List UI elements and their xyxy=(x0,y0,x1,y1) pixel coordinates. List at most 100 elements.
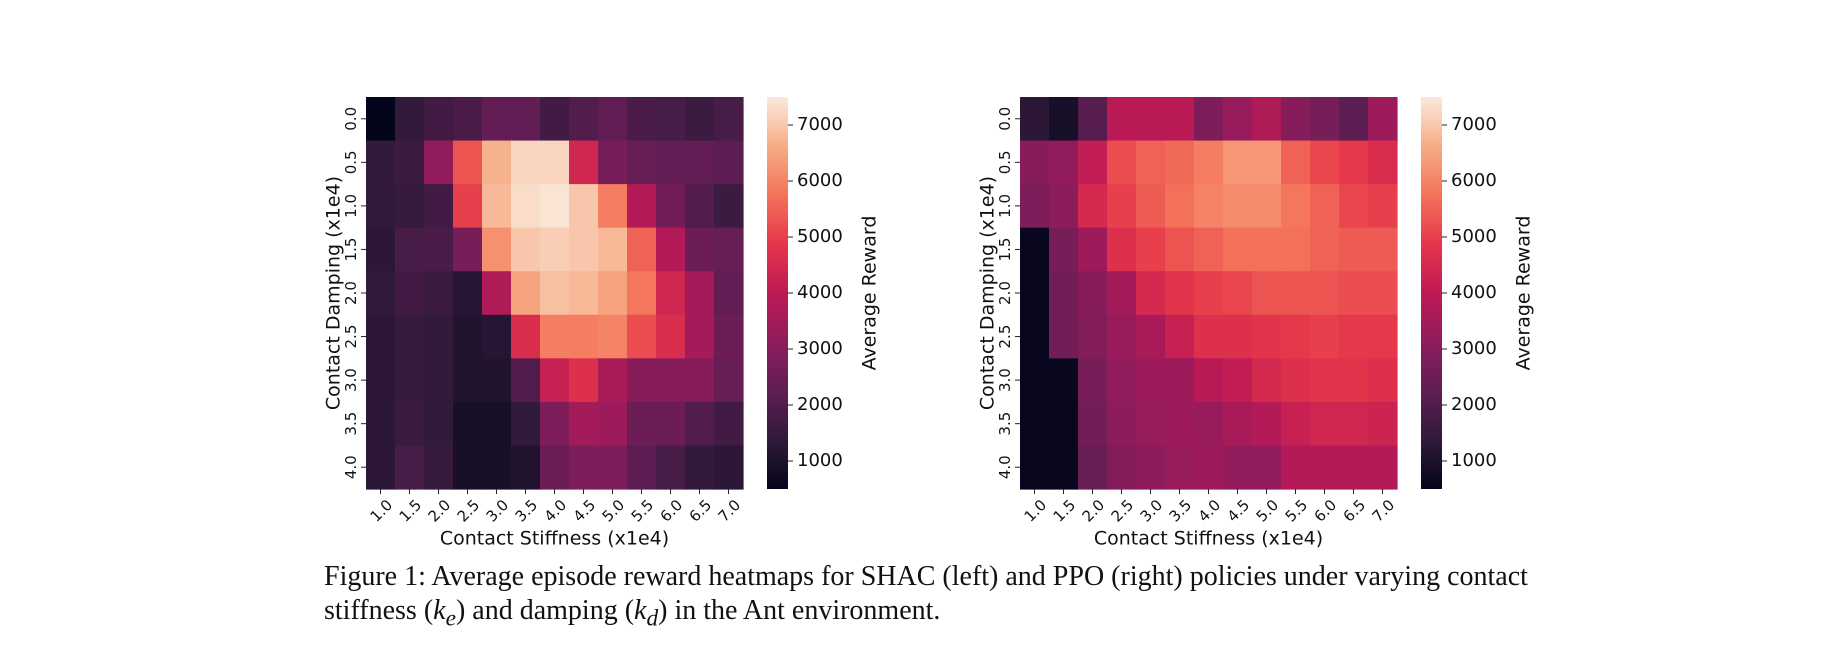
heatmap-cell xyxy=(714,314,744,359)
heatmap-cell xyxy=(627,271,657,316)
heatmap-cell xyxy=(511,445,541,490)
heatmap-cell xyxy=(1310,184,1340,229)
heatmap-cell xyxy=(366,227,396,272)
heatmap-cell xyxy=(1281,445,1311,490)
heatmap-cell xyxy=(511,358,541,403)
heatmap-cell xyxy=(1020,184,1050,229)
colorbar-tick-label: 5000 xyxy=(1451,226,1497,247)
x-tick-label: 7.0 xyxy=(715,496,745,526)
heatmap-cell xyxy=(685,271,715,316)
y-axis-label: Contact Damping (x1e4) xyxy=(323,176,345,410)
heatmap-cell xyxy=(1020,401,1050,447)
heatmap-cell xyxy=(366,271,396,316)
heatmap-cell xyxy=(511,271,541,316)
heatmap-cell xyxy=(685,184,715,229)
x-tick-label: 1.0 xyxy=(367,496,397,526)
colorbar-label: Average Reward xyxy=(1513,216,1535,371)
caption-text-3: ) in the Ant environment. xyxy=(658,595,941,626)
heatmap-cell xyxy=(1368,227,1398,272)
heatmap-cell xyxy=(1310,401,1340,447)
heatmap-cell xyxy=(395,358,425,403)
heatmap-cell xyxy=(482,140,512,185)
caption-kd-symbol: kd xyxy=(634,595,659,632)
heatmap-cell xyxy=(1281,227,1311,272)
x-tick-label: 6.0 xyxy=(657,496,687,526)
heatmap-cell xyxy=(656,445,686,490)
heatmap-cell xyxy=(424,445,454,490)
y-tick-label: 3.5 xyxy=(996,412,1014,436)
heatmap-cell xyxy=(685,401,715,447)
heatmap-cell xyxy=(511,401,541,447)
heatmap-cell xyxy=(598,314,628,359)
heatmap-cell xyxy=(1136,314,1166,359)
colorbar-tick-label: 4000 xyxy=(797,282,843,303)
heatmap-cell xyxy=(1194,184,1224,229)
heatmap-cell xyxy=(1078,401,1108,447)
heatmap-cell xyxy=(1165,227,1195,272)
heatmap-cell xyxy=(366,140,396,185)
y-tick-label: 3.0 xyxy=(996,368,1014,392)
x-axis-label: Contact Stiffness (x1e4) xyxy=(1094,528,1323,550)
heatmap-cell xyxy=(395,97,425,142)
heatmap-cell xyxy=(1281,184,1311,229)
heatmap-cell xyxy=(1020,358,1050,403)
colorbar xyxy=(767,97,788,489)
heatmap-cell xyxy=(1107,97,1137,142)
heatmap-cell xyxy=(714,97,744,142)
heatmap-cell xyxy=(482,184,512,229)
heatmap-cell xyxy=(656,140,686,185)
heatmap-cell xyxy=(569,271,599,316)
heatmap-cell xyxy=(366,358,396,403)
y-tick-label: 4.0 xyxy=(342,455,360,479)
heatmap-cell xyxy=(395,184,425,229)
heatmap-cell xyxy=(598,97,628,142)
colorbar-tick-label: 2000 xyxy=(797,394,843,415)
heatmap-cell xyxy=(1165,314,1195,359)
heatmap-cell xyxy=(1223,401,1253,447)
heatmap-cell xyxy=(1078,227,1108,272)
heatmap-cell xyxy=(598,401,628,447)
y-tick-label: 2.5 xyxy=(342,325,360,349)
y-tick-label: 4.0 xyxy=(996,455,1014,479)
heatmap-cell xyxy=(424,184,454,229)
heatmap-cell xyxy=(1078,140,1108,185)
heatmap-cell xyxy=(511,140,541,185)
colorbar xyxy=(1421,97,1442,489)
heatmap-cell xyxy=(482,314,512,359)
heatmap-cell xyxy=(1194,445,1224,490)
heatmap-cell xyxy=(714,140,744,185)
heatmap-cell xyxy=(1368,140,1398,185)
y-tick-label: 1.5 xyxy=(996,238,1014,262)
y-tick-label: 2.0 xyxy=(342,281,360,305)
heatmap-cell xyxy=(1223,271,1253,316)
heatmap-cell xyxy=(366,97,396,142)
heatmap-cell xyxy=(656,271,686,316)
x-tick-label: 4.0 xyxy=(1195,496,1225,526)
y-axis-label: Contact Damping (x1e4) xyxy=(977,176,999,410)
y-tick-label: 0.0 xyxy=(996,107,1014,131)
heatmap-cell xyxy=(569,227,599,272)
heatmap-cell xyxy=(1252,271,1282,316)
heatmap-cell xyxy=(366,445,396,490)
heatmap-cell xyxy=(598,227,628,272)
y-tick-label: 0.5 xyxy=(342,150,360,174)
heatmap-cell xyxy=(1368,358,1398,403)
heatmap-cell xyxy=(540,140,570,185)
figure: 1.0 1.5 2.0 2.5 3.0 3.5 4.0 4.5 5.0 5.5 6.0 6.5 7.00… xyxy=(323,97,1535,550)
heatmap-cell xyxy=(627,401,657,447)
heatmap-cell xyxy=(1194,358,1224,403)
heatmap-cell xyxy=(1281,271,1311,316)
heatmap-cell xyxy=(1252,227,1282,272)
heatmap-cell xyxy=(1020,97,1050,142)
heatmap-cell xyxy=(685,140,715,185)
heatmap-cell xyxy=(1136,227,1166,272)
heatmap-cell xyxy=(1368,401,1398,447)
heatmap-cell xyxy=(1136,401,1166,447)
heatmap-cell xyxy=(1107,140,1137,185)
heatmap-cell xyxy=(424,97,454,142)
heatmap-cell xyxy=(540,227,570,272)
colorbar-tick-label: 1000 xyxy=(1451,450,1497,471)
heatmap-cell xyxy=(395,227,425,272)
heatmap-cell xyxy=(685,97,715,142)
heatmap-cell xyxy=(1252,314,1282,359)
